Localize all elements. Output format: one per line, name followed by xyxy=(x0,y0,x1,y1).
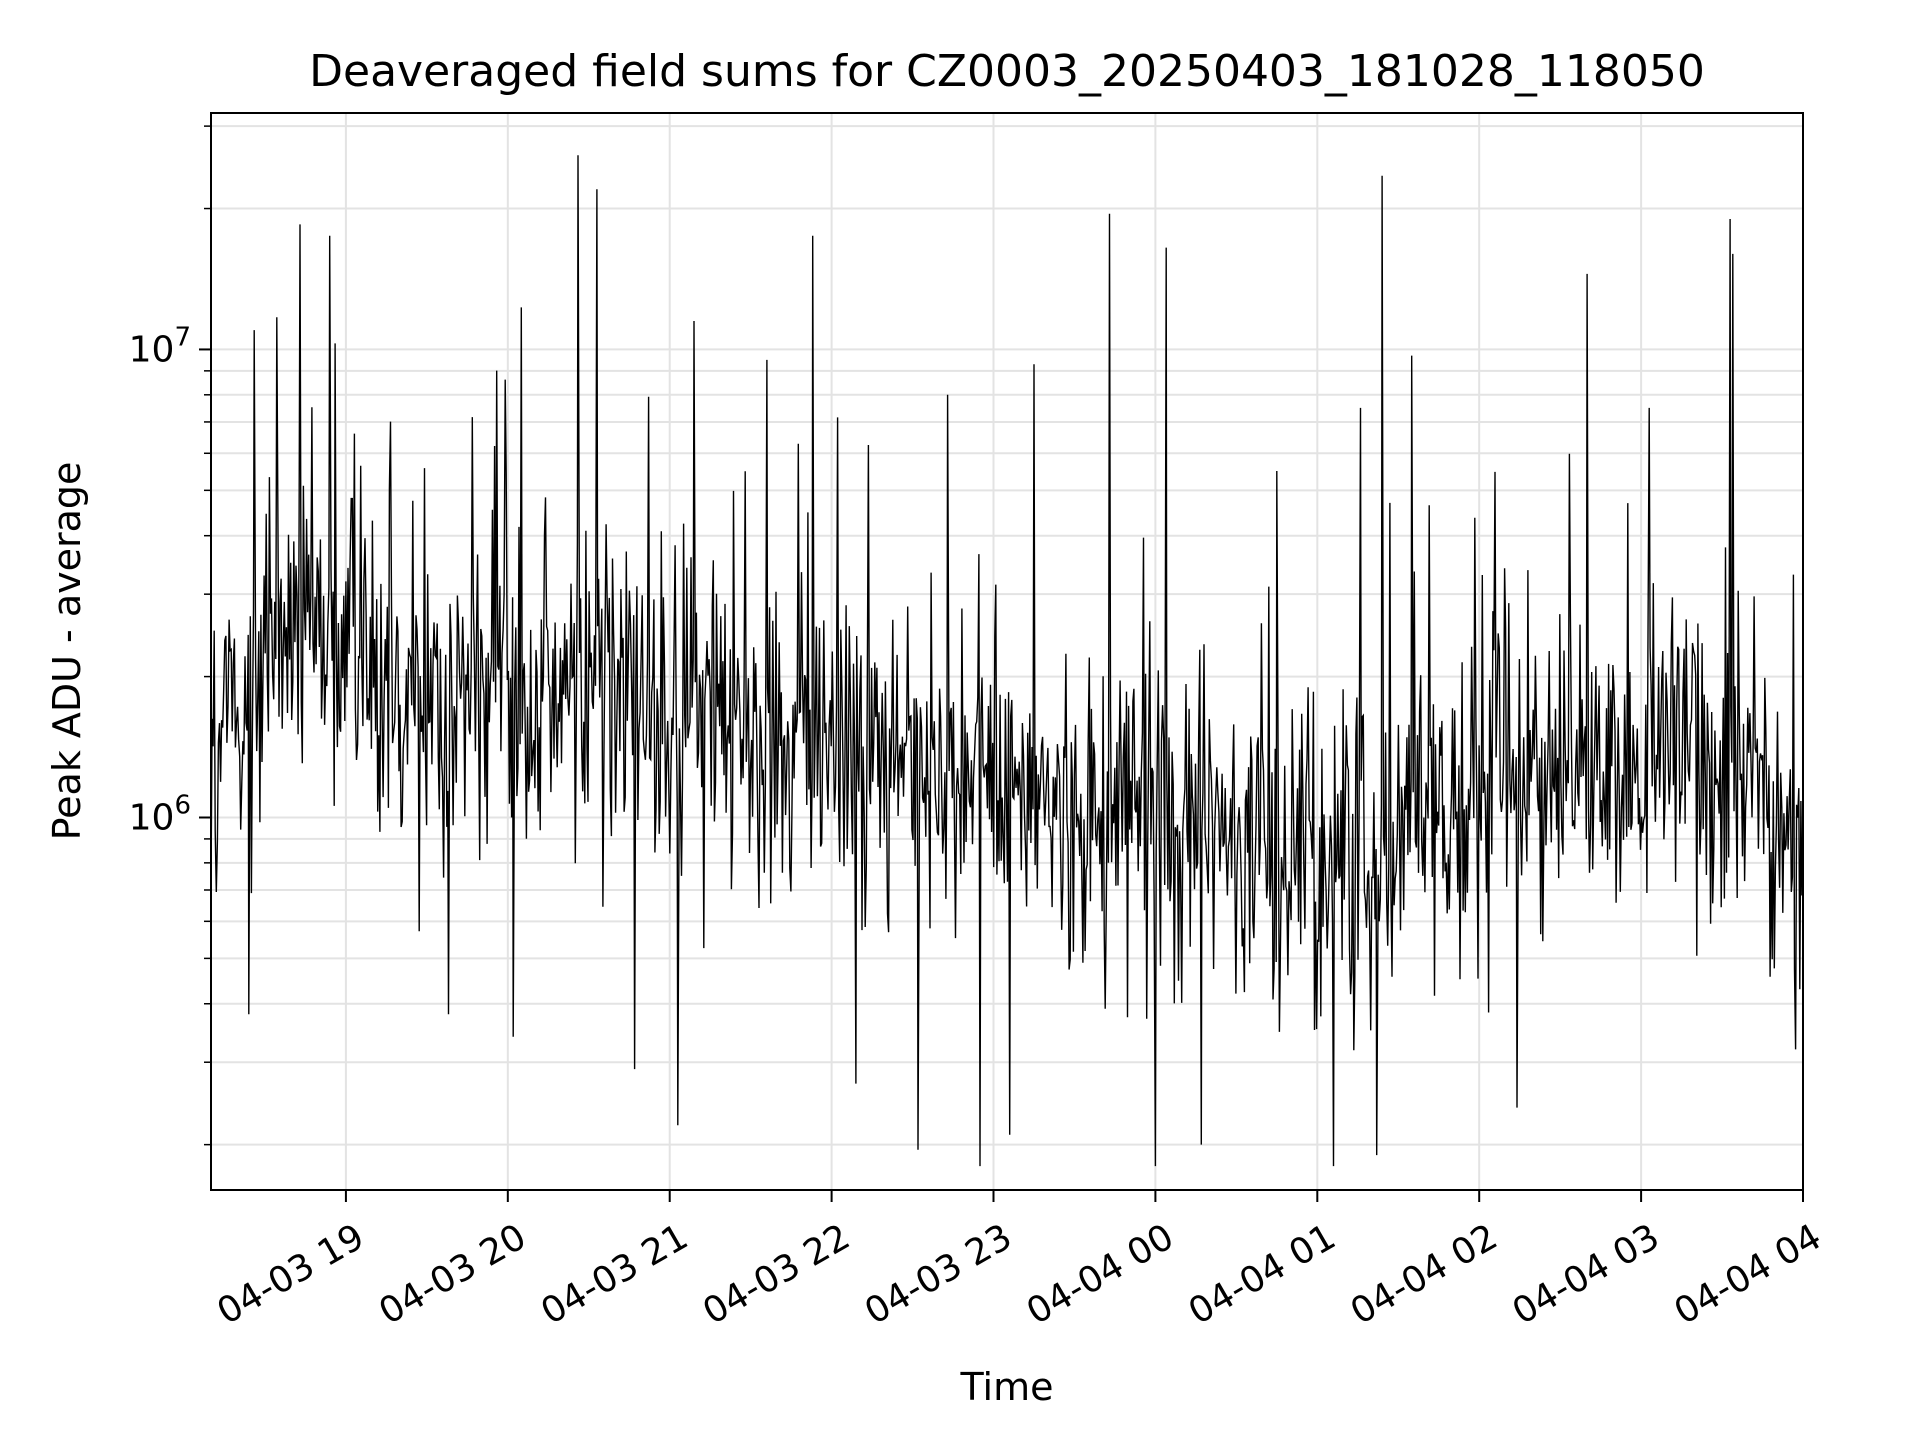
data-series xyxy=(210,155,1804,1167)
x-tick-label: 04-03 20 xyxy=(372,1216,533,1332)
x-axis-label: Time xyxy=(960,1365,1054,1409)
x-tick-label: 04-03 22 xyxy=(696,1216,857,1332)
x-tick-label: 04-04 01 xyxy=(1182,1216,1343,1332)
grid xyxy=(211,113,1804,1190)
x-tick-label: 04-04 03 xyxy=(1506,1216,1667,1332)
series-line xyxy=(210,155,1804,1167)
x-tick-label: 04-03 19 xyxy=(211,1216,372,1332)
chart-title: Deaveraged field sums for CZ0003_2025040… xyxy=(309,46,1705,97)
y-tick-label: 107 xyxy=(129,322,191,370)
x-tick-label: 04-03 21 xyxy=(534,1216,695,1332)
x-tick-label: 04-03 23 xyxy=(858,1216,1019,1332)
x-tick-label: 04-04 02 xyxy=(1344,1216,1505,1332)
x-tick-label: 04-04 00 xyxy=(1020,1216,1181,1332)
x-tick-label: 04-04 04 xyxy=(1668,1216,1829,1332)
plot-frame xyxy=(210,112,1804,1191)
y-tick-label: 106 xyxy=(129,790,191,838)
y-axis-label: Peak ADU - average xyxy=(45,462,89,841)
